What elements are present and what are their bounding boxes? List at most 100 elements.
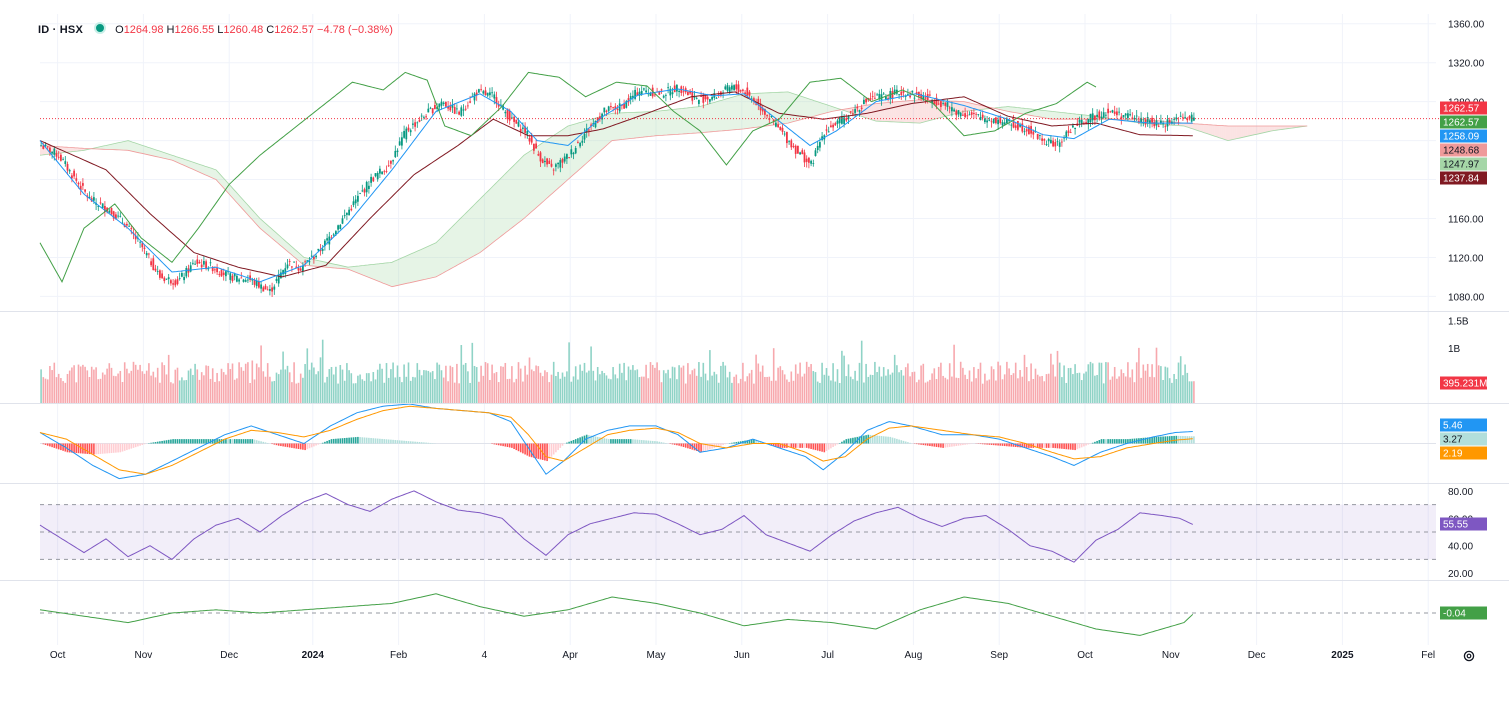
ichimoku-cloud-segment xyxy=(730,97,733,131)
candle-body xyxy=(414,122,416,127)
ichimoku-cloud-segment xyxy=(812,99,815,117)
volume-bar xyxy=(1054,376,1057,403)
volume-pane[interactable] xyxy=(40,339,1195,403)
macd-histogram-bar xyxy=(236,439,238,444)
price-pane[interactable] xyxy=(39,71,1446,297)
volume-bar xyxy=(60,378,62,403)
macd-histogram-bar xyxy=(566,442,568,444)
macd-histogram-bar xyxy=(636,439,639,444)
macd-histogram-bar xyxy=(1094,441,1096,444)
macd-histogram-bar xyxy=(1065,443,1068,450)
ichimoku-cloud-segment xyxy=(178,157,181,164)
macd-histogram-bar xyxy=(1014,443,1017,447)
oscillator-pane[interactable] xyxy=(39,593,1436,636)
macd-histogram-bar xyxy=(189,439,192,444)
volume-bar xyxy=(1168,378,1171,403)
macd-histogram-bar xyxy=(376,438,379,444)
macd-histogram-bar xyxy=(799,443,801,448)
candle-body xyxy=(427,108,430,113)
macd-histogram-bar xyxy=(504,443,507,447)
macd-histogram-bar xyxy=(832,443,834,448)
ichimoku-cloud-segment xyxy=(385,262,388,285)
macd-histogram-bar xyxy=(530,443,533,458)
candle-body xyxy=(779,126,782,130)
ichimoku-cloud-segment xyxy=(1261,125,1264,134)
macd-histogram-bar xyxy=(821,443,823,452)
macd-histogram-bar xyxy=(577,438,579,444)
macd-histogram-bar xyxy=(500,443,502,446)
candle-body xyxy=(726,85,729,91)
candle-body xyxy=(361,190,364,192)
candle-body xyxy=(1157,125,1160,127)
volume-bar xyxy=(1173,374,1175,403)
gear-icon[interactable] xyxy=(1462,649,1476,663)
macd-histogram-bar xyxy=(555,443,557,453)
macd-histogram-bar xyxy=(214,439,216,444)
candle-body xyxy=(44,144,47,146)
volume-bar xyxy=(1182,375,1184,403)
macd-histogram-bar xyxy=(139,443,141,446)
ichimoku-cloud-segment xyxy=(403,256,406,285)
macd-histogram-bar xyxy=(167,439,170,444)
time-axis[interactable]: Oct Nov Dec 2024 Feb 4 Apr May Jun Jul Aug Sep Oct No… xyxy=(50,650,1435,661)
macd-histogram-bar xyxy=(317,443,320,445)
volume-bar xyxy=(214,381,216,403)
macd-histogram-bar xyxy=(915,443,918,445)
candle-body xyxy=(574,148,577,154)
volume-bar xyxy=(328,369,331,403)
symbol-name[interactable]: ID · HSX xyxy=(38,24,83,36)
macd-pane[interactable] xyxy=(39,403,1436,480)
macd-histogram-bar xyxy=(662,442,665,444)
time-tick-label: Fel xyxy=(1421,650,1435,661)
ichimoku-cloud-segment xyxy=(143,145,146,155)
candle-body xyxy=(887,98,889,100)
candle-body xyxy=(706,96,709,100)
volume-bar xyxy=(618,363,621,403)
candle-body xyxy=(1113,111,1116,114)
macd-histogram-bar xyxy=(403,440,405,444)
volume-bar xyxy=(748,373,751,403)
ichimoku-cloud-segment xyxy=(1030,108,1033,116)
volume-bar xyxy=(365,373,368,403)
macd-histogram-bar xyxy=(1012,443,1015,447)
volume-bar xyxy=(682,365,685,403)
volume-bar xyxy=(524,365,526,403)
macd-histogram-bar xyxy=(181,439,183,444)
macd-histogram-bar xyxy=(1006,443,1008,447)
price-badge-bg xyxy=(1440,101,1487,115)
macd-histogram-bar xyxy=(231,439,234,444)
candle-body xyxy=(390,160,392,164)
macd-histogram-bar xyxy=(390,439,392,444)
macd-histogram-bar xyxy=(121,443,124,452)
volume-bar xyxy=(93,369,95,403)
candle-body xyxy=(508,110,511,121)
candle-body xyxy=(561,158,564,163)
candle-body xyxy=(145,253,148,256)
macd-histogram-bar xyxy=(1146,437,1149,444)
volume-bar xyxy=(390,369,392,403)
ichimoku-cloud-segment xyxy=(803,97,806,119)
ichimoku-cloud-segment xyxy=(884,102,887,122)
volume-bar xyxy=(225,374,227,403)
volume-bar xyxy=(258,367,260,403)
volume-bar xyxy=(1133,382,1136,403)
volume-bar xyxy=(770,380,773,403)
volume-bar xyxy=(1127,362,1129,403)
candle-body xyxy=(1014,125,1017,128)
macd-histogram-bar xyxy=(1162,436,1164,444)
macd-histogram-bar xyxy=(847,438,850,444)
candle-body xyxy=(1175,117,1178,120)
macd-histogram-bar xyxy=(995,443,997,446)
volume-bar xyxy=(834,381,837,403)
candle-body xyxy=(1109,111,1112,113)
candle-body xyxy=(1089,113,1092,123)
ichimoku-cloud-segment xyxy=(656,111,659,136)
volume-bar xyxy=(794,364,797,403)
ichimoku-cloud-segment xyxy=(541,142,544,203)
volume-bar xyxy=(841,350,843,403)
volume-bar xyxy=(1017,378,1019,403)
rsi-pane[interactable] xyxy=(39,490,1436,563)
candle-body xyxy=(368,185,370,189)
ichimoku-cloud-segment xyxy=(497,179,500,239)
